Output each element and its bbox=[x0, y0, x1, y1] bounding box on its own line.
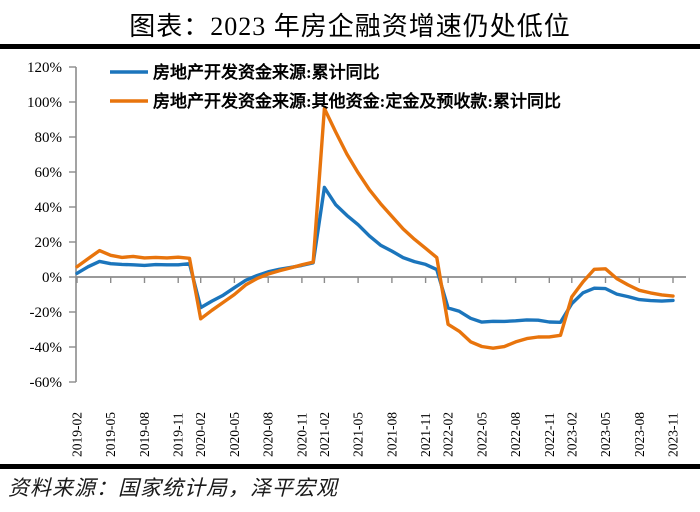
y-tick-label: 100% bbox=[27, 95, 62, 111]
x-tick-label: 2021-08 bbox=[384, 412, 399, 457]
y-tick-label: 20% bbox=[35, 235, 63, 251]
x-tick-label: 2019-05 bbox=[103, 412, 118, 457]
series-line-1 bbox=[75, 106, 675, 350]
y-tick-label: -60% bbox=[30, 375, 63, 391]
top-divider bbox=[0, 44, 700, 49]
x-tick-label: 2023-08 bbox=[632, 412, 647, 457]
line-chart: 120% 100% 80% 60% 40% 20% 0% -20% -40% -60% 2019-0… bbox=[27, 60, 686, 458]
source-note: 资料来源：国家统计局，泽平宏观 bbox=[8, 476, 338, 500]
y-tick-label: 80% bbox=[35, 130, 63, 146]
y-tick-label: 120% bbox=[27, 60, 62, 76]
x-tick-label: 2022-08 bbox=[508, 412, 523, 457]
x-tick-label: 2020-05 bbox=[227, 412, 242, 457]
y-tick-label: 40% bbox=[35, 200, 63, 216]
series-line-0 bbox=[75, 185, 675, 324]
x-tick-label: 2021-05 bbox=[351, 412, 366, 457]
x-tick-label: 2021-02 bbox=[317, 412, 332, 457]
x-tick-label: 2019-11 bbox=[171, 413, 186, 458]
x-tick-label: 2023-05 bbox=[598, 412, 613, 457]
x-tick-label: 2020-11 bbox=[294, 413, 309, 458]
y-tick-label: 0% bbox=[42, 270, 62, 286]
x-tick-label: 2022-02 bbox=[441, 412, 456, 457]
y-tick-label: -20% bbox=[30, 305, 63, 321]
legend-item: 房地产开发资金来源:其他资金:定金及预收款:累计同比 bbox=[110, 91, 561, 111]
x-tick-label: 2023-11 bbox=[666, 413, 681, 458]
x-tick-label: 2022-05 bbox=[474, 412, 489, 457]
x-tick-label: 2021-11 bbox=[418, 413, 433, 458]
x-tick-label: 2023-02 bbox=[564, 412, 579, 457]
bottom-divider bbox=[0, 464, 700, 469]
x-tick-label: 2019-02 bbox=[70, 412, 85, 457]
x-tick-label: 2019-08 bbox=[137, 412, 152, 457]
x-tick-label: 2020-02 bbox=[193, 412, 208, 457]
x-tick-label: 2022-11 bbox=[542, 413, 557, 458]
y-tick-label: -40% bbox=[30, 340, 63, 356]
x-tick-label: 2020-08 bbox=[261, 412, 276, 457]
y-tick-label: 60% bbox=[35, 165, 63, 181]
legend-item: 房地产开发资金来源:累计同比 bbox=[110, 62, 380, 82]
chart-title: 图表：2023 年房企融资增速仍处低位 bbox=[129, 12, 571, 41]
legend-label: 房地产开发资金来源:累计同比 bbox=[153, 62, 380, 82]
legend-label: 房地产开发资金来源:其他资金:定金及预收款:累计同比 bbox=[153, 91, 561, 111]
